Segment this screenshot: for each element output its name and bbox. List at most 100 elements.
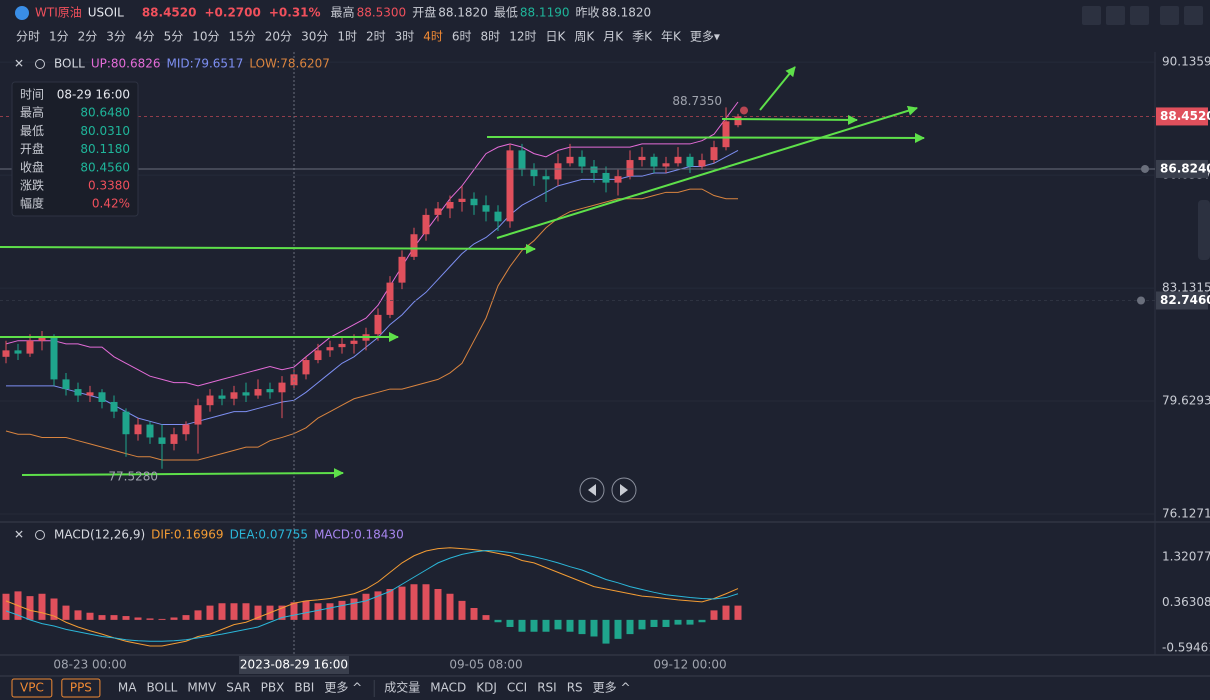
indicator-button[interactable]: 更多 ^: [593, 681, 631, 695]
toolbar-icons[interactable]: [1082, 6, 1203, 25]
timeframe-tab[interactable]: 1分: [49, 30, 69, 44]
y-tick-label: 79.6293: [1162, 394, 1210, 408]
indicator-button[interactable]: MMV: [187, 681, 217, 695]
candle-body: [434, 208, 442, 215]
indicator-button[interactable]: PBX: [261, 681, 285, 695]
timeframe-tab[interactable]: 4时: [423, 30, 443, 44]
tool-button[interactable]: [1106, 6, 1125, 25]
indicator-button[interactable]: CCI: [507, 681, 527, 695]
indicator-button[interactable]: BOLL: [146, 681, 177, 695]
side-handle[interactable]: [1198, 200, 1210, 260]
x-tick-label: 2023-08-29 16:00: [240, 658, 348, 672]
candle-body: [602, 172, 610, 183]
macd-bar: [518, 619, 526, 632]
candle-body: [254, 389, 262, 396]
tool-button[interactable]: [1130, 6, 1149, 25]
timeframe-tab[interactable]: 更多▾: [690, 30, 720, 44]
scroll-right-button[interactable]: [611, 477, 637, 503]
candle-body: [62, 379, 70, 390]
timeframe-tab[interactable]: 12时: [509, 30, 536, 44]
indicator-button[interactable]: RS: [567, 681, 583, 695]
timeframe-tab[interactable]: 15分: [229, 30, 256, 44]
timeframe-tab[interactable]: 3时: [395, 30, 415, 44]
timeframe-tab[interactable]: 2分: [78, 30, 98, 44]
macd-bar: [290, 602, 298, 620]
close-icon[interactable]: ✕: [14, 57, 24, 71]
timeframe-tab[interactable]: 日K: [545, 30, 566, 44]
trend-arrow: [0, 243, 536, 254]
close-icon[interactable]: ✕: [14, 528, 24, 542]
candle-body: [458, 198, 466, 202]
stat-label: 最低: [494, 6, 518, 20]
timeframe-tab[interactable]: 6时: [452, 30, 472, 44]
timeframe-tab[interactable]: 20分: [265, 30, 292, 44]
stat-label: 昨收: [575, 6, 599, 20]
candle-body: [206, 395, 214, 406]
macd-bar: [530, 619, 538, 632]
candle-body: [194, 405, 202, 425]
macd-bar: [170, 617, 178, 620]
price-change: +0.2700: [204, 6, 260, 20]
timeframe-tab[interactable]: 2时: [366, 30, 386, 44]
timeframe-tab[interactable]: 10分: [192, 30, 219, 44]
indicator-button[interactable]: MA: [118, 681, 137, 695]
indicator-button[interactable]: 更多 ^: [324, 681, 362, 695]
indicator-line: [5, 547, 739, 647]
y-tick-label: 1.32077: [1162, 550, 1210, 564]
candle-body: [350, 340, 358, 344]
timeframe-tab[interactable]: 3分: [106, 30, 126, 44]
indicator-button[interactable]: RSI: [537, 681, 557, 695]
stat-value: 88.1820: [438, 6, 488, 20]
timeframe-tab[interactable]: 5分: [164, 30, 184, 44]
x-tick-label: 09-05 08:00: [449, 658, 522, 672]
candle-body: [650, 156, 658, 167]
scroll-left-button[interactable]: [579, 477, 605, 503]
tool-button[interactable]: [1082, 6, 1101, 25]
y-tick-label: -0.59461: [1162, 641, 1210, 655]
candle-body: [182, 424, 190, 435]
trend-arrow: [21, 468, 344, 479]
candle-body: [638, 156, 646, 161]
legend-item: MACD(12,26,9): [54, 528, 145, 542]
tool-button[interactable]: [1184, 6, 1203, 25]
indicator-line: [5, 188, 738, 461]
timeframe-tab[interactable]: 月K: [603, 30, 624, 44]
candle-body: [122, 411, 130, 435]
candle-body: [722, 121, 730, 148]
timeframe-tab[interactable]: 年K: [661, 30, 682, 44]
macd-bar: [38, 593, 46, 620]
indicator-button[interactable]: MACD: [430, 681, 466, 695]
macd-bar: [578, 619, 586, 635]
macd-bar: [506, 619, 514, 627]
candle-body: [290, 374, 298, 386]
indicator-button[interactable]: 成交量: [384, 680, 420, 695]
legend-item: MACD:0.18430: [314, 528, 404, 542]
tooltip-value: 80.6480: [80, 106, 130, 120]
tooltip-value: 0.42%: [92, 197, 130, 211]
indicator-button[interactable]: KDJ: [476, 681, 497, 695]
timeframe-tab[interactable]: 4分: [135, 30, 155, 44]
macd-bar: [434, 589, 442, 620]
indicator-button[interactable]: BBI: [294, 681, 314, 695]
timeframe-tab[interactable]: 1时: [337, 30, 357, 44]
macd-bar: [362, 593, 370, 620]
settings-icon[interactable]: [35, 59, 45, 69]
timeframe-tab[interactable]: 30分: [301, 30, 328, 44]
timeframe-tab[interactable]: 季K: [632, 30, 653, 44]
macd-bar: [542, 619, 550, 632]
alert-bell: [1141, 164, 1149, 173]
settings-icon[interactable]: [35, 530, 45, 540]
timeframe-tab[interactable]: 分时: [16, 30, 40, 44]
indicator-box: [61, 678, 101, 698]
timeframe-tab[interactable]: 周K: [574, 30, 595, 44]
tool-button[interactable]: [1160, 6, 1179, 25]
indicator-button[interactable]: PPS: [70, 681, 92, 695]
timeframe-tab[interactable]: 8时: [481, 30, 501, 44]
macd-bar: [278, 605, 286, 620]
indicator-button[interactable]: VPC: [20, 681, 44, 695]
macd-bar: [710, 610, 718, 620]
tooltip-value: 80.4560: [80, 160, 130, 174]
tooltip-label: 最低: [20, 124, 44, 138]
indicator-button[interactable]: SAR: [226, 681, 250, 695]
